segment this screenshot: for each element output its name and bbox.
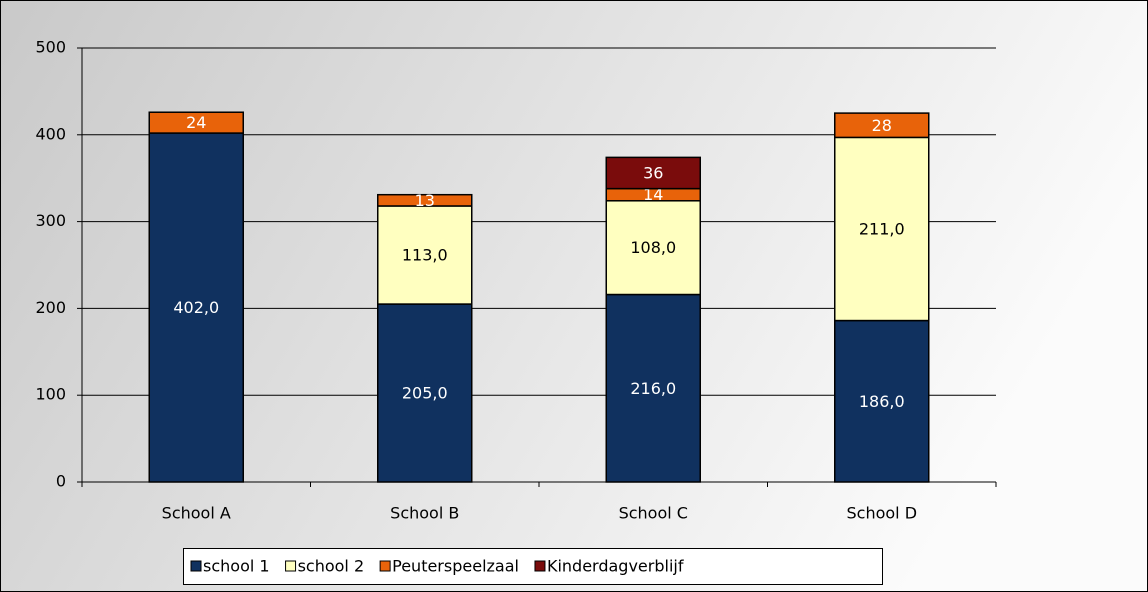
x-tick-label: School B (390, 504, 459, 523)
value-label: 28 (872, 116, 892, 135)
value-label: 402,0 (173, 298, 219, 317)
x-tick-label: School A (162, 504, 231, 523)
y-tick-label: 0 (56, 472, 66, 491)
legend-swatch (190, 560, 202, 572)
legend-box (183, 548, 883, 585)
legend-label: Kinderdagverblijf (547, 557, 684, 576)
legend-label: Peuterspeelzaal (392, 557, 519, 576)
legend-swatch (285, 560, 297, 572)
value-label: 24 (186, 113, 206, 132)
legend-label: school 1 (203, 557, 270, 576)
value-label: 14 (643, 185, 663, 204)
y-tick-label: 400 (35, 124, 66, 143)
bar-segment (605, 293, 701, 483)
value-label: 113,0 (402, 246, 448, 265)
bar-segment (377, 205, 473, 305)
value-label: 108,0 (630, 238, 676, 257)
bar-segment (834, 319, 930, 483)
value-label: 13 (415, 191, 435, 210)
value-label: 216,0 (630, 379, 676, 398)
value-label: 36 (643, 163, 663, 182)
bar-segment (605, 156, 701, 190)
x-tick-label: School C (619, 504, 688, 523)
legend-swatch (534, 560, 546, 572)
value-label: 211,0 (859, 219, 905, 238)
value-label: 186,0 (859, 392, 905, 411)
bar-segment (605, 200, 701, 296)
y-tick-label: 100 (35, 385, 66, 404)
x-tick-label: School D (846, 504, 917, 523)
bar-segment (834, 112, 930, 139)
y-tick-label: 500 (35, 38, 66, 57)
value-label: 205,0 (402, 384, 448, 403)
legend-swatch (379, 560, 391, 572)
legend-label: school 2 (298, 557, 365, 576)
bar-segment (377, 193, 473, 207)
y-tick-label: 300 (35, 211, 66, 230)
bar-segment (148, 111, 244, 134)
y-tick-label: 200 (35, 298, 66, 317)
